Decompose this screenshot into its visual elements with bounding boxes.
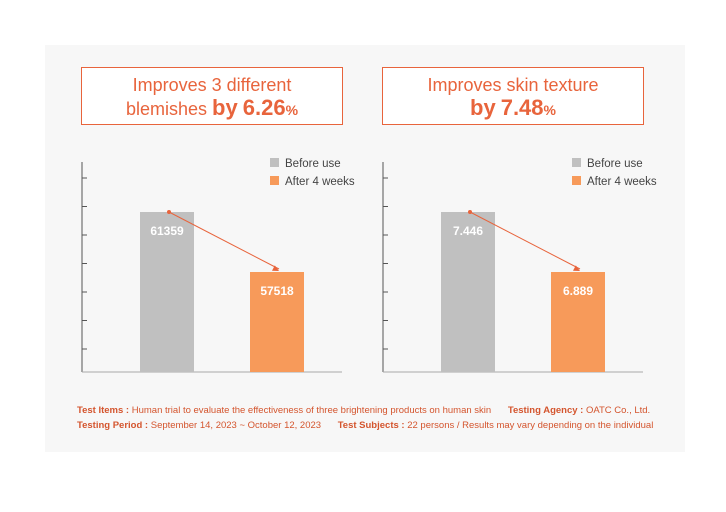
claim-line-2-prefix: blemishes bbox=[125, 99, 213, 119]
legend-swatch-before bbox=[270, 158, 279, 167]
footer-line-2: Testing Period : September 14, 2023 ~ Oc… bbox=[77, 420, 653, 431]
legend-label: After 4 weeks bbox=[587, 176, 657, 188]
footer-line-1: Test Items : Human trial to evaluate the… bbox=[77, 405, 650, 416]
bar-after-4-weeks bbox=[250, 272, 304, 372]
trend-start-dot bbox=[167, 210, 171, 214]
data-label: 6.889 bbox=[563, 284, 593, 298]
claim-by-word: by bbox=[212, 95, 238, 120]
legend-label: Before use bbox=[587, 158, 643, 170]
claim-line-1: Improves skin texture bbox=[427, 75, 599, 95]
legend-swatch-after bbox=[270, 176, 279, 185]
claim-box-blemishes: Improves 3 different blemishes by 6.26% bbox=[81, 67, 343, 125]
bar-before-use bbox=[140, 212, 194, 372]
claim-line-2: blemishes by 6.26% bbox=[82, 96, 342, 122]
claim-percent: % bbox=[543, 102, 556, 118]
claim-line-2: by 7.48% bbox=[383, 96, 643, 122]
data-label: 7.446 bbox=[453, 224, 483, 238]
testing-agency-value: OATC Co., Ltd. bbox=[585, 405, 651, 416]
claim-line-1: Improves 3 different bbox=[132, 75, 292, 95]
testing-period-value: September 14, 2023 ~ October 12, 2023 bbox=[150, 420, 322, 431]
claim-value: 6.26 bbox=[242, 95, 286, 120]
testing-agency-label: Testing Agency : bbox=[507, 405, 584, 416]
legend-swatch-after bbox=[572, 176, 581, 185]
data-label: 61359 bbox=[150, 224, 184, 238]
trend-arrowhead bbox=[573, 265, 580, 271]
test-items-label: Test Items : bbox=[77, 405, 130, 416]
data-label: 57518 bbox=[260, 284, 294, 298]
legend-swatch-before bbox=[572, 158, 581, 167]
bar-after-4-weeks bbox=[551, 272, 605, 372]
trend-line bbox=[469, 211, 581, 270]
test-items-value: Human trial to evaluate the effectivenes… bbox=[131, 405, 492, 416]
bar-before-use bbox=[441, 212, 495, 372]
testing-period-label: Testing Period : bbox=[77, 420, 149, 431]
trend-line bbox=[168, 211, 280, 270]
claim-by-word: by bbox=[470, 95, 496, 120]
legend-label: Before use bbox=[285, 158, 341, 170]
test-subjects-label: Test Subjects : bbox=[337, 420, 405, 431]
claim-value: 7.48 bbox=[500, 95, 544, 120]
trend-start-dot bbox=[468, 210, 472, 214]
test-subjects-value: 22 persons / Results may vary depending … bbox=[407, 420, 654, 431]
legend-label: After 4 weeks bbox=[285, 176, 355, 188]
trend-arrowhead bbox=[272, 265, 279, 271]
claim-percent: % bbox=[285, 102, 299, 118]
claim-box-texture: Improves skin texture by 7.48% bbox=[382, 67, 644, 125]
